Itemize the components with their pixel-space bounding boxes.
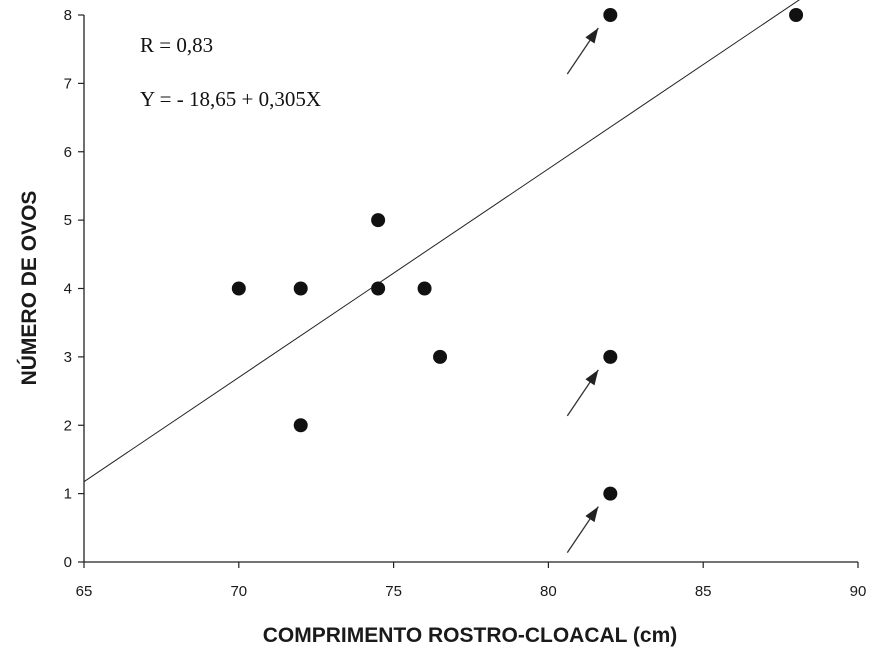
annotation-r: R = 0,83 [140,33,213,57]
data-point [231,281,246,296]
regression-line [83,0,800,483]
data-point [371,213,386,228]
data-point [293,418,308,433]
arrow-icon [566,369,599,417]
data-points [231,8,804,501]
y-tick-label: 3 [64,349,72,366]
data-point [603,486,618,501]
data-point [293,281,308,296]
x-tick-label: 70 [230,583,247,600]
x-tick-label: 85 [695,583,712,600]
arrows [566,27,599,553]
data-point [371,281,386,296]
annotation-equation: Y = - 18,65 + 0,305X [140,87,321,111]
y-tick-label: 8 [64,7,72,24]
y-tick-label: 4 [64,281,72,298]
x-axis-title: COMPRIMENTO ROSTRO-CLOACAL (cm) [263,624,678,647]
arrow-icon [566,27,599,75]
data-point [417,281,432,296]
data-point [603,8,618,22]
y-tick-label: 1 [64,486,72,503]
x-tick-label: 75 [385,583,402,600]
y-tick-label: 0 [64,554,72,571]
arrow-icon [566,506,599,553]
x-tick-label: 80 [540,583,557,600]
y-axis-title: NÚMERO DE OVOS [17,191,41,386]
y-tick-label: 6 [64,144,72,161]
data-point [433,349,448,364]
data-point [789,8,804,22]
regression-line-group [83,0,800,483]
y-tick-label: 7 [64,75,72,92]
y-tick-label: 2 [64,417,72,434]
y-tick-label: 5 [64,212,72,229]
data-point [603,349,618,364]
x-tick-label: 90 [850,583,867,600]
axis-ticks: 65 70 75 80 85 90 0 1 2 3 4 5 6 7 8 [64,7,867,600]
x-tick-label: 65 [76,583,93,600]
